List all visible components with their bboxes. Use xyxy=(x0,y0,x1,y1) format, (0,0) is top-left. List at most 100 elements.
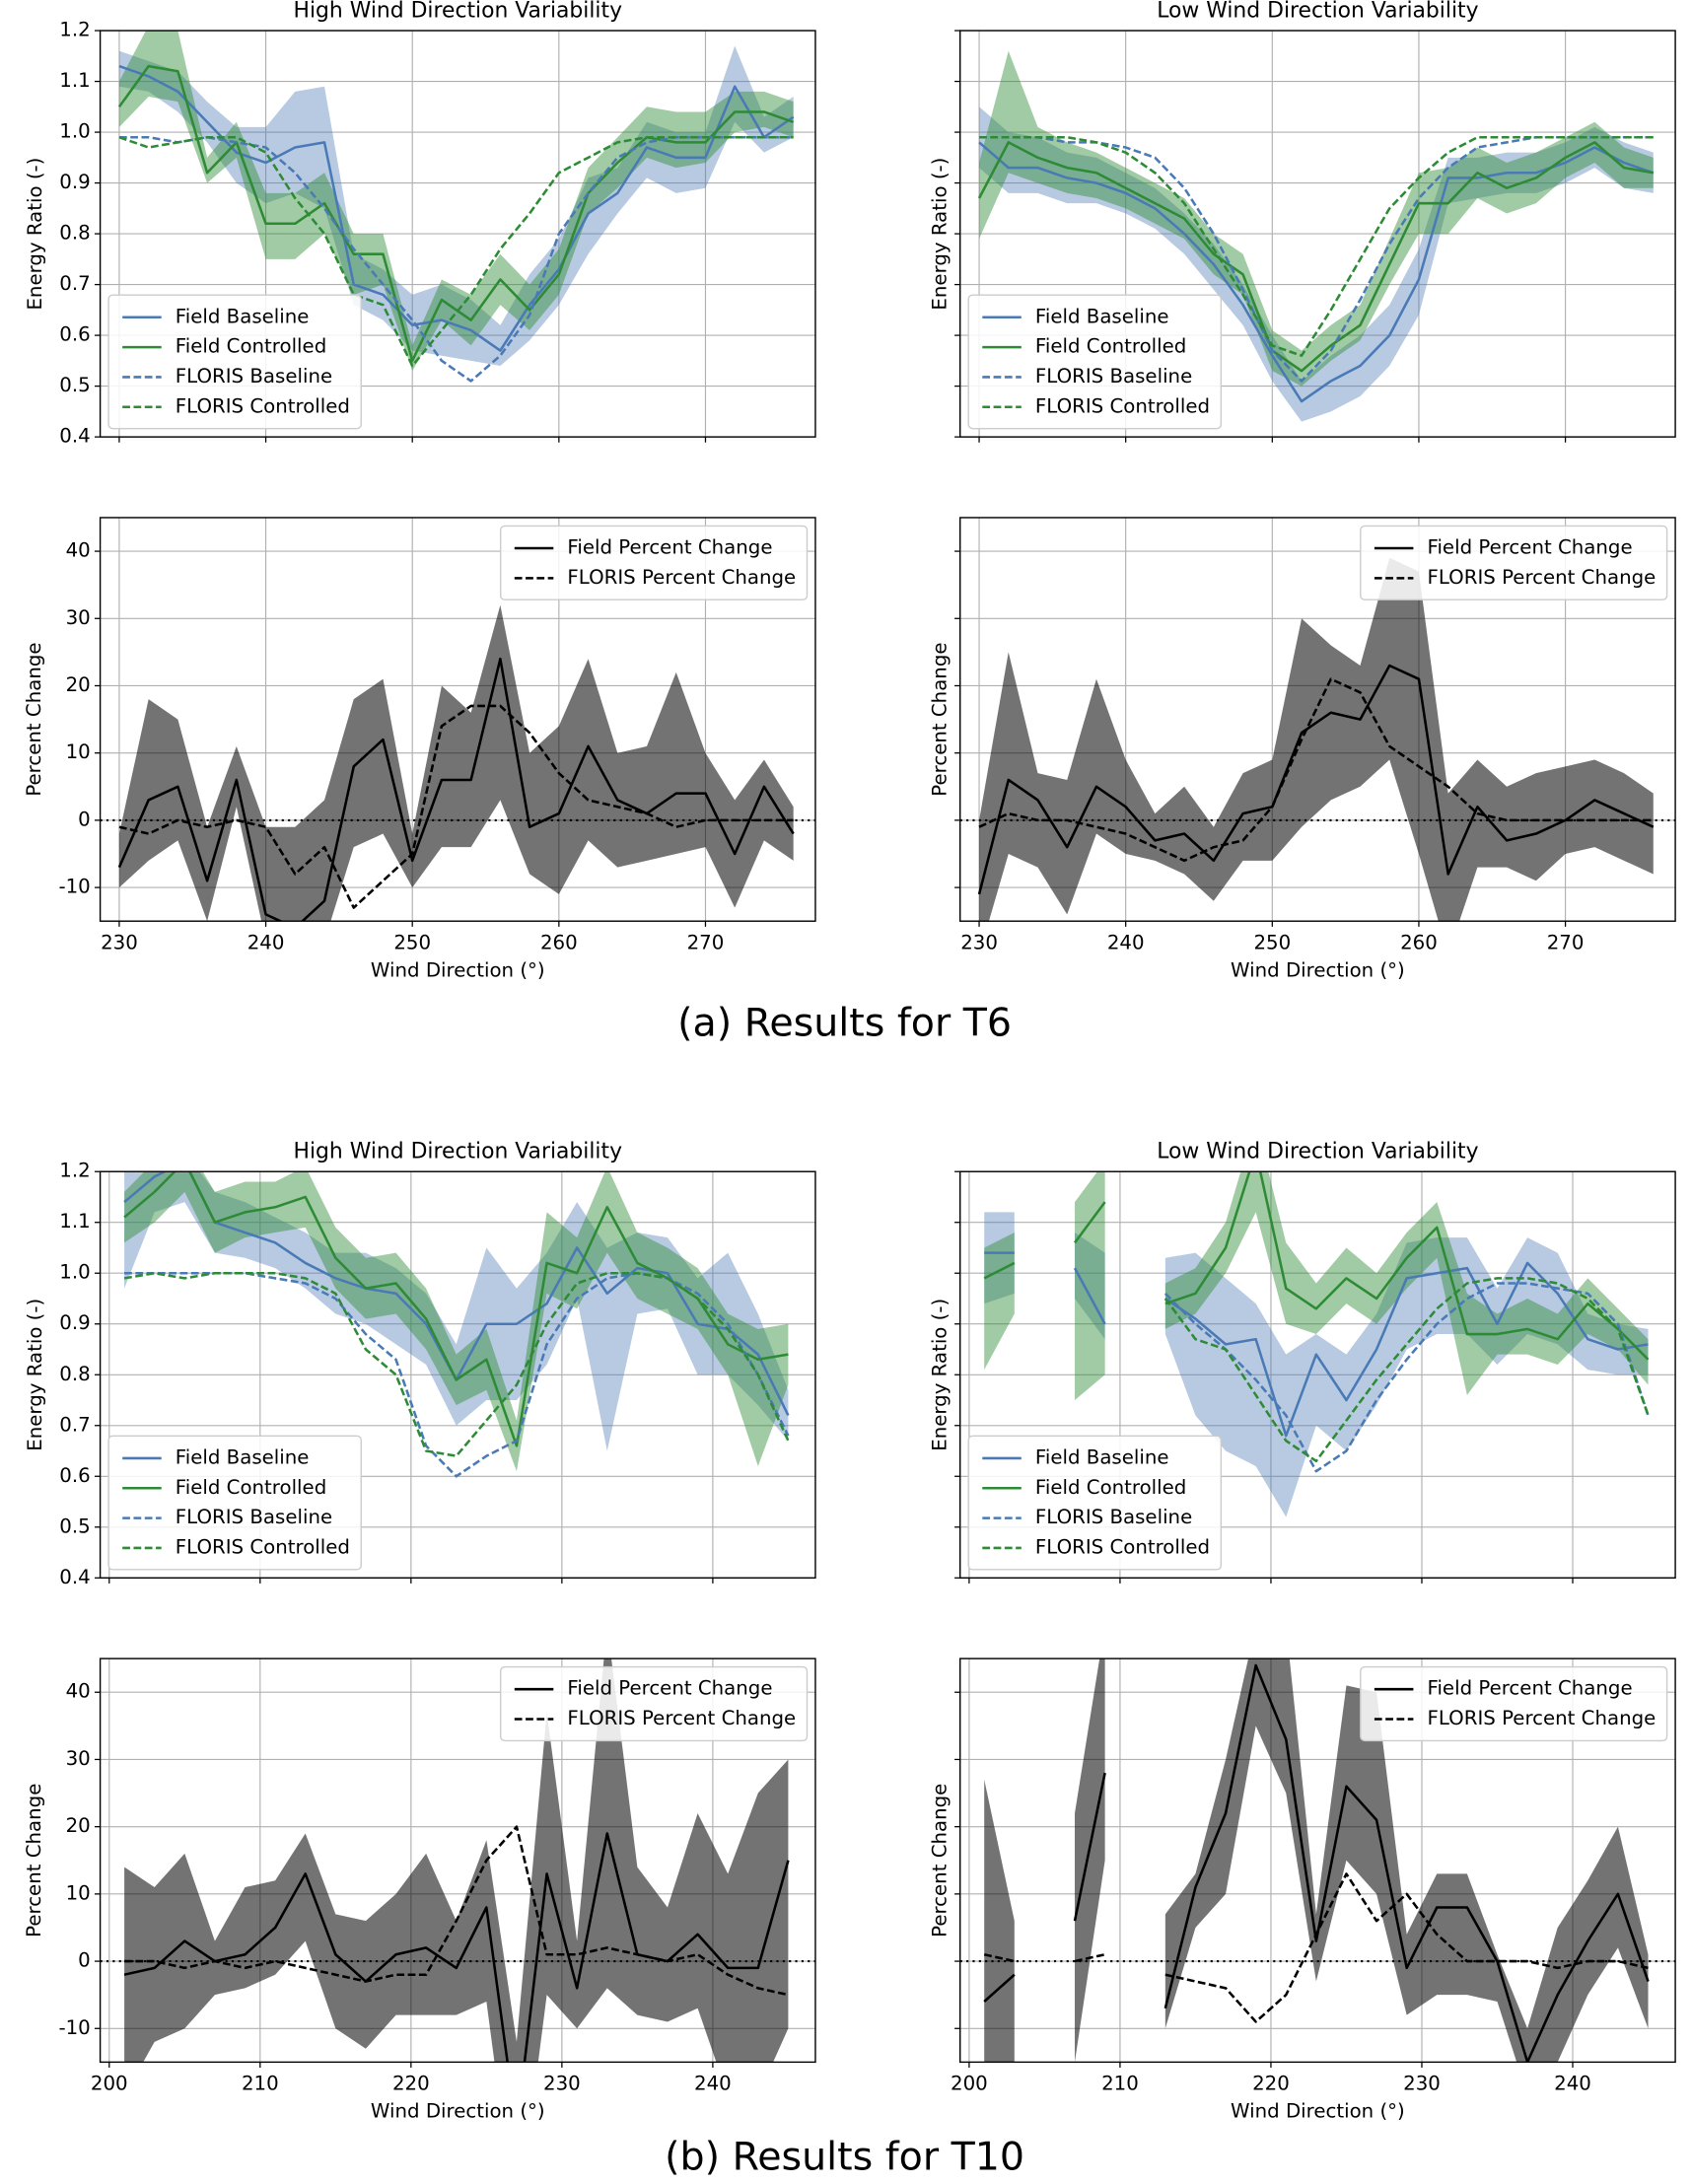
chart-title: Low Wind Direction Variability xyxy=(1157,1139,1478,1163)
series-line xyxy=(984,1251,1649,1438)
x-tick-label: 250 xyxy=(1253,931,1291,953)
series-line xyxy=(983,1171,1650,1361)
axes-frame xyxy=(99,30,816,438)
legend-label: Field Baseline xyxy=(1035,1445,1169,1468)
error-band xyxy=(984,1171,1649,1401)
x-tick-label: 220 xyxy=(392,2072,430,2094)
legend-label: FLORIS Controlled xyxy=(1035,1535,1210,1558)
series-line xyxy=(124,1271,790,1478)
axes-frame xyxy=(959,517,1676,922)
x-tick-label: 230 xyxy=(543,2072,581,2094)
legend-label: Field Percent Change xyxy=(567,1677,772,1700)
y-axis-label: Percent Change xyxy=(928,642,951,796)
series-line xyxy=(118,704,794,909)
plot-area xyxy=(983,1171,1650,1517)
y-tick-label: 20 xyxy=(66,1814,91,1837)
error-band xyxy=(124,1171,789,1451)
plot-area xyxy=(977,50,1655,422)
caption: (a) Results for T6 xyxy=(677,1001,1012,1046)
y-tick-label: 1.2 xyxy=(59,1160,90,1182)
series-line xyxy=(117,64,795,363)
y-tick-label: -10 xyxy=(58,2016,90,2039)
legend-box xyxy=(499,525,809,600)
axes-frame xyxy=(99,517,816,922)
series-line xyxy=(979,135,1654,357)
axes-frame xyxy=(959,1170,1676,1579)
legend-label: FLORIS Controlled xyxy=(176,394,350,417)
y-tick-label: 1.2 xyxy=(59,19,90,41)
x-axis-label: Wind Direction (°) xyxy=(371,2100,545,2123)
x-tick-label: 240 xyxy=(1107,931,1145,953)
legend-label: Field Percent Change xyxy=(567,536,772,559)
series-line xyxy=(124,1825,789,1997)
y-tick-label: 30 xyxy=(66,606,91,629)
plot-area xyxy=(123,1171,790,1478)
legend-label: FLORIS Percent Change xyxy=(567,566,796,589)
x-tick-label: 240 xyxy=(1554,2072,1591,2094)
x-tick-label: 210 xyxy=(242,2072,279,2094)
axes-frame xyxy=(959,30,1676,438)
legend-box xyxy=(107,1435,362,1571)
legend: Field Percent Change FLORIS Percent Chang… xyxy=(499,525,809,600)
x-tick-label: 200 xyxy=(951,2072,988,2094)
y-axis-label: Energy Ratio (-) xyxy=(24,158,46,311)
y-tick-label: 0.6 xyxy=(59,1464,90,1487)
y-tick-label: 0.7 xyxy=(59,272,90,295)
legend-label: FLORIS Percent Change xyxy=(1428,566,1657,589)
series-line xyxy=(983,1663,1650,2063)
y-tick-label: 0 xyxy=(78,808,91,830)
plot-area xyxy=(959,1658,1676,2063)
legend-label: FLORIS Baseline xyxy=(176,1506,332,1528)
legend-label: Field Controlled xyxy=(1035,1476,1186,1499)
legend-label: FLORIS Percent Change xyxy=(1428,1707,1657,1729)
legend: Field Baseline Field Controlled FLORIS Bas… xyxy=(967,1435,1223,1571)
chart-title: High Wind Direction Variability xyxy=(294,0,623,23)
series-line xyxy=(123,1271,790,1457)
x-tick-label: 200 xyxy=(91,2072,128,2094)
y-tick-label: 1.1 xyxy=(59,1210,90,1233)
caption: (b) Results for T10 xyxy=(665,2135,1024,2180)
y-tick-label: 0.4 xyxy=(59,1566,90,1588)
series-line xyxy=(123,1832,790,2063)
legend-box xyxy=(967,294,1223,430)
x-tick-label: 240 xyxy=(694,2072,732,2094)
x-tick-label: 240 xyxy=(247,931,285,953)
y-tick-label: 0.7 xyxy=(59,1413,90,1436)
y-axis-label: Energy Ratio (-) xyxy=(928,158,951,311)
series-line xyxy=(118,135,794,383)
legend-label: Field Baseline xyxy=(176,1445,310,1468)
legend-label: Field Baseline xyxy=(176,305,310,327)
x-tick-label: 250 xyxy=(393,931,431,953)
error-band xyxy=(118,604,794,922)
y-tick-label: 0.5 xyxy=(59,1515,90,1537)
y-tick-label: 0.8 xyxy=(59,222,90,245)
x-tick-label: 270 xyxy=(1547,931,1585,953)
axes-frame xyxy=(99,1170,816,1579)
legend-label: Field Percent Change xyxy=(1428,536,1633,559)
legend-label: Field Controlled xyxy=(1035,335,1186,358)
y-tick-label: 20 xyxy=(66,673,91,696)
series-line xyxy=(1163,1277,1650,1463)
y-tick-label: 0.8 xyxy=(59,1363,90,1385)
legend-box xyxy=(107,294,362,430)
x-tick-label: 270 xyxy=(687,931,725,953)
legend-label: FLORIS Controlled xyxy=(176,1535,350,1558)
x-axis-label: Wind Direction (°) xyxy=(371,959,545,982)
legend-label: FLORIS Baseline xyxy=(1035,365,1192,387)
legend-label: FLORIS Baseline xyxy=(176,365,332,387)
plot-area xyxy=(100,1658,815,2063)
axes-frame xyxy=(959,1657,1676,2064)
legend: Field Percent Change FLORIS Percent Chang… xyxy=(1360,525,1668,600)
chart-title: High Wind Direction Variability xyxy=(294,1139,623,1163)
series-line xyxy=(983,1872,1649,2023)
x-axis-label: Wind Direction (°) xyxy=(1231,959,1405,982)
legend-label: Field Controlled xyxy=(176,335,326,358)
legend-box xyxy=(1360,1665,1668,1742)
y-tick-label: 10 xyxy=(66,740,91,763)
legend-label: FLORIS Percent Change xyxy=(567,1707,796,1729)
error-band xyxy=(118,45,794,367)
plot-area xyxy=(959,557,1676,922)
y-tick-label: 30 xyxy=(66,1747,91,1770)
plot-area xyxy=(100,604,815,922)
